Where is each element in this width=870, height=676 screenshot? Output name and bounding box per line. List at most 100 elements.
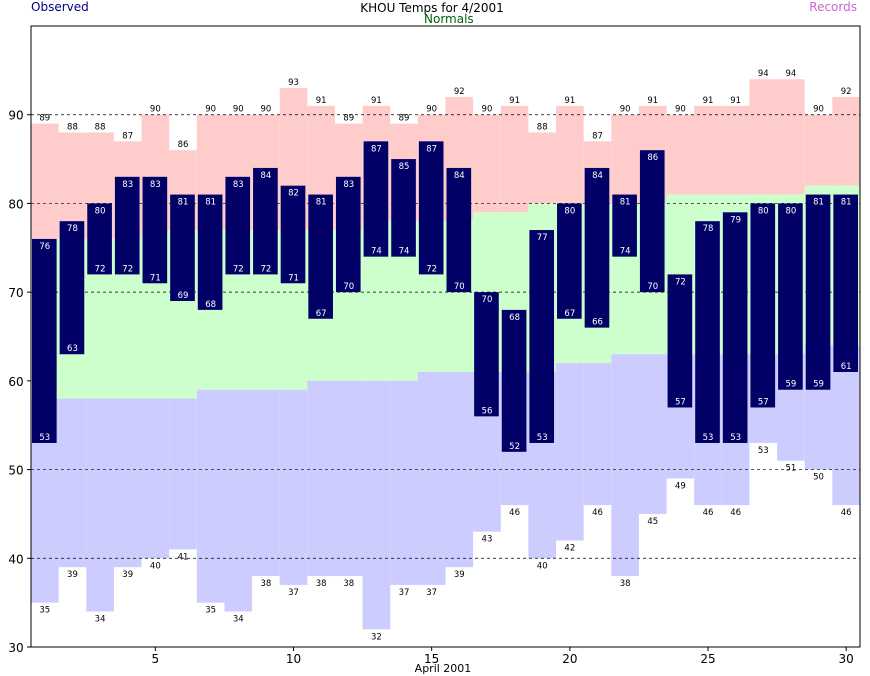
observed-low-label: 57 xyxy=(675,397,686,407)
record-high-band-day-30 xyxy=(832,96,860,186)
x-tick-label: 30 xyxy=(839,652,854,666)
observed-high-label: 87 xyxy=(371,144,382,154)
record-high-label: 92 xyxy=(841,87,852,97)
record-high-band-day-19 xyxy=(528,132,557,204)
observed-low-label: 57 xyxy=(758,397,769,407)
observed-bar-day-23 xyxy=(639,150,665,293)
observed-bar-day-25 xyxy=(695,221,720,443)
observed-high-label: 82 xyxy=(288,189,299,199)
observed-bar-day-17 xyxy=(474,292,499,417)
plot-frame xyxy=(30,25,861,648)
y-tick-label: 30 xyxy=(8,641,23,655)
observed-low-label: 72 xyxy=(233,264,244,274)
legend-records: Records xyxy=(809,0,857,14)
observed-bar-day-14 xyxy=(391,159,416,257)
observed-high-label: 80 xyxy=(758,206,769,216)
record-high-band-day-1 xyxy=(31,123,59,239)
record-low-band-day-6 xyxy=(169,398,197,550)
observed-high-label: 79 xyxy=(730,215,741,225)
observed-low-label: 53 xyxy=(537,433,548,443)
record-low-label: 46 xyxy=(841,508,852,518)
record-low-label: 51 xyxy=(786,464,797,474)
record-high-label: 93 xyxy=(288,78,299,88)
observed-low-label: 72 xyxy=(260,264,271,274)
observed-high-label: 85 xyxy=(399,162,410,172)
record-low-label: 38 xyxy=(260,579,271,589)
observed-high-label: 78 xyxy=(67,224,78,234)
observed-high-label: 84 xyxy=(454,171,465,181)
observed-bar-day-11 xyxy=(308,194,333,319)
record-high-label: 88 xyxy=(67,122,78,132)
record-low-label: 34 xyxy=(95,615,106,625)
observed-bar-day-28 xyxy=(778,203,803,390)
record-high-band-day-26 xyxy=(721,105,750,195)
record-low-band-day-2 xyxy=(58,398,87,568)
record-low-label: 46 xyxy=(703,508,714,518)
record-high-label: 88 xyxy=(537,122,548,132)
observed-high-label: 77 xyxy=(537,233,548,243)
observed-low-label: 53 xyxy=(703,433,714,443)
observed-bar-day-29 xyxy=(805,194,831,390)
record-low-label: 39 xyxy=(122,570,133,580)
legend-normals: Normals xyxy=(424,12,474,26)
record-high-label: 91 xyxy=(509,96,520,106)
observed-high-label: 68 xyxy=(509,313,520,323)
record-low-label: 46 xyxy=(509,508,520,518)
record-low-band-day-11 xyxy=(307,380,335,577)
observed-high-label: 81 xyxy=(813,198,824,208)
observed-high-label: 81 xyxy=(205,198,216,208)
record-high-label: 90 xyxy=(482,105,493,115)
observed-high-label: 80 xyxy=(95,206,106,216)
record-high-label: 91 xyxy=(703,96,714,106)
record-high-label: 90 xyxy=(813,105,824,115)
record-low-label: 45 xyxy=(647,517,658,527)
observed-low-label: 74 xyxy=(399,247,410,257)
observed-bar-day-2 xyxy=(59,221,85,355)
record-low-label: 32 xyxy=(371,632,382,642)
record-high-band-day-2 xyxy=(58,132,87,239)
record-low-label: 38 xyxy=(620,579,631,589)
record-low-label: 37 xyxy=(399,588,410,598)
record-low-label: 46 xyxy=(592,508,603,518)
observed-bar-day-18 xyxy=(501,309,527,452)
observed-low-label: 74 xyxy=(371,247,382,257)
record-high-label: 87 xyxy=(122,131,133,141)
observed-bar-day-15 xyxy=(418,141,444,275)
record-high-label: 91 xyxy=(371,96,382,106)
grid-layer xyxy=(31,114,860,559)
record-low-label: 46 xyxy=(730,508,741,518)
x-tick-label: 10 xyxy=(286,652,301,666)
record-high-label: 90 xyxy=(426,105,437,115)
record-low-band-day-13 xyxy=(362,380,391,630)
observed-bar-day-24 xyxy=(667,274,693,408)
observed-high-label: 76 xyxy=(39,242,50,252)
record-low-band-day-15 xyxy=(417,371,446,585)
observed-high-label: 87 xyxy=(426,144,437,154)
record-high-label: 90 xyxy=(675,105,686,115)
record-low-band-day-23 xyxy=(638,354,667,514)
observed-bar-day-20 xyxy=(557,203,582,319)
observed-high-label: 83 xyxy=(150,180,161,190)
record-low-label: 40 xyxy=(537,561,548,571)
record-low-label: 40 xyxy=(150,561,161,571)
observed-high-label: 83 xyxy=(233,180,244,190)
observed-bar-day-13 xyxy=(363,141,389,257)
record-low-band-day-4 xyxy=(113,398,142,568)
x-tick-label: 20 xyxy=(562,652,577,666)
record-low-band-day-22 xyxy=(611,354,639,577)
observed-low-label: 74 xyxy=(620,247,631,257)
observed-low-label: 56 xyxy=(482,406,493,416)
record-high-band-day-20 xyxy=(556,105,584,204)
record-high-label: 87 xyxy=(592,131,603,141)
record-low-label: 35 xyxy=(205,606,216,616)
observed-bar-day-21 xyxy=(584,167,610,328)
observed-low-label: 53 xyxy=(39,433,50,443)
record-high-label: 90 xyxy=(260,105,271,115)
record-low-label: 38 xyxy=(343,579,354,589)
observed-bar-day-5 xyxy=(142,176,168,284)
record-low-label: 42 xyxy=(564,544,575,554)
observed-low-label: 63 xyxy=(67,344,78,354)
record-low-label: 49 xyxy=(675,481,686,491)
x-tick-label: 15 xyxy=(424,652,439,666)
